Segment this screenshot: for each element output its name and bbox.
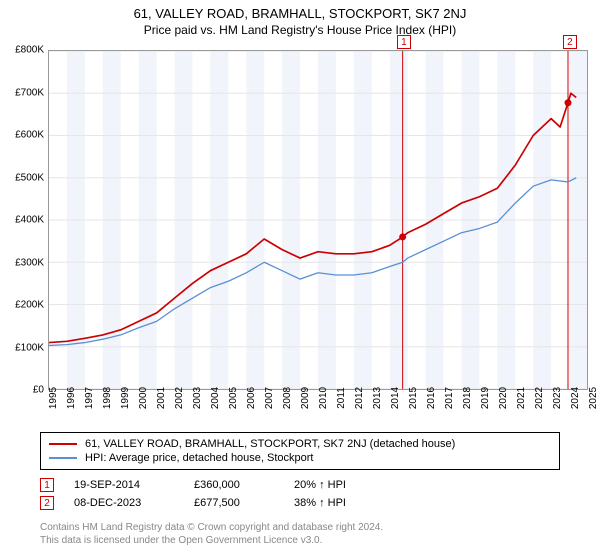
y-tick-label: £700K [15,87,44,98]
legend-row: 61, VALLEY ROAD, BRAMHALL, STOCKPORT, SK… [49,437,551,451]
x-tick-label: 1995 [48,387,59,409]
x-tick-label: 2001 [156,387,167,409]
chart-marker-icon: 2 [563,35,577,49]
x-tick-label: 2008 [282,387,293,409]
footnote: Contains HM Land Registry data © Crown c… [40,522,560,547]
y-tick-label: £600K [15,130,44,141]
x-tick-label: 2000 [138,387,149,409]
chart-svg [49,51,587,389]
y-axis-labels: £0£100K£200K£300K£400K£500K£600K£700K£80… [0,50,46,390]
chart-plot-area: 12 [48,50,588,390]
legend-swatch-icon [49,457,77,459]
x-tick-label: 2022 [534,387,545,409]
x-tick-label: 2009 [300,387,311,409]
x-tick-label: 2003 [192,387,203,409]
x-tick-label: 2005 [228,387,239,409]
transactions-table: 1 19-SEP-2014 £360,000 20% ↑ HPI 2 08-DE… [40,476,560,512]
y-tick-label: £200K [15,300,44,311]
x-tick-label: 2021 [516,387,527,409]
y-tick-label: £800K [15,45,44,56]
transaction-date: 19-SEP-2014 [74,479,174,491]
chart-titles: 61, VALLEY ROAD, BRAMHALL, STOCKPORT, SK… [0,0,600,37]
transaction-diff: 20% ↑ HPI [294,479,394,491]
x-tick-label: 1997 [84,387,95,409]
legend-row: HPI: Average price, detached house, Stoc… [49,451,551,465]
y-tick-label: £500K [15,172,44,183]
x-tick-label: 2012 [354,387,365,409]
x-tick-label: 1998 [102,387,113,409]
x-tick-label: 2010 [318,387,329,409]
y-tick-label: £0 [33,385,44,396]
footnote-line: This data is licensed under the Open Gov… [40,535,560,548]
y-tick-label: £400K [15,215,44,226]
x-tick-label: 2013 [372,387,383,409]
x-tick-label: 1999 [120,387,131,409]
x-tick-label: 2002 [174,387,185,409]
x-tick-label: 2020 [498,387,509,409]
transaction-date: 08-DEC-2023 [74,497,174,509]
chart-marker-icon: 1 [397,35,411,49]
legend-label: 61, VALLEY ROAD, BRAMHALL, STOCKPORT, SK… [85,438,455,450]
transaction-marker-icon: 1 [40,478,54,492]
table-row: 1 19-SEP-2014 £360,000 20% ↑ HPI [40,476,560,494]
x-tick-label: 2023 [552,387,563,409]
title-address: 61, VALLEY ROAD, BRAMHALL, STOCKPORT, SK… [0,6,600,21]
x-tick-label: 2017 [444,387,455,409]
transaction-diff: 38% ↑ HPI [294,497,394,509]
transaction-marker-icon: 2 [40,496,54,510]
x-tick-label: 2015 [408,387,419,409]
y-tick-label: £300K [15,257,44,268]
title-subtitle: Price paid vs. HM Land Registry's House … [0,23,600,37]
x-tick-label: 2006 [246,387,257,409]
legend-label: HPI: Average price, detached house, Stoc… [85,452,314,464]
x-tick-label: 2024 [570,387,581,409]
x-tick-label: 2018 [462,387,473,409]
x-tick-label: 2019 [480,387,491,409]
legend-box: 61, VALLEY ROAD, BRAMHALL, STOCKPORT, SK… [40,432,560,470]
x-tick-label: 2011 [336,387,347,409]
x-tick-label: 1996 [66,387,77,409]
y-tick-label: £100K [15,342,44,353]
x-tick-label: 2025 [588,387,599,409]
x-tick-label: 2007 [264,387,275,409]
x-tick-label: 2016 [426,387,437,409]
table-row: 2 08-DEC-2023 £677,500 38% ↑ HPI [40,494,560,512]
x-axis-labels: 1995199619971998199920002001200220032004… [48,392,588,432]
transaction-price: £360,000 [194,479,274,491]
legend-swatch-icon [49,443,77,445]
footnote-line: Contains HM Land Registry data © Crown c… [40,522,560,535]
x-tick-label: 2014 [390,387,401,409]
x-tick-label: 2004 [210,387,221,409]
transaction-price: £677,500 [194,497,274,509]
